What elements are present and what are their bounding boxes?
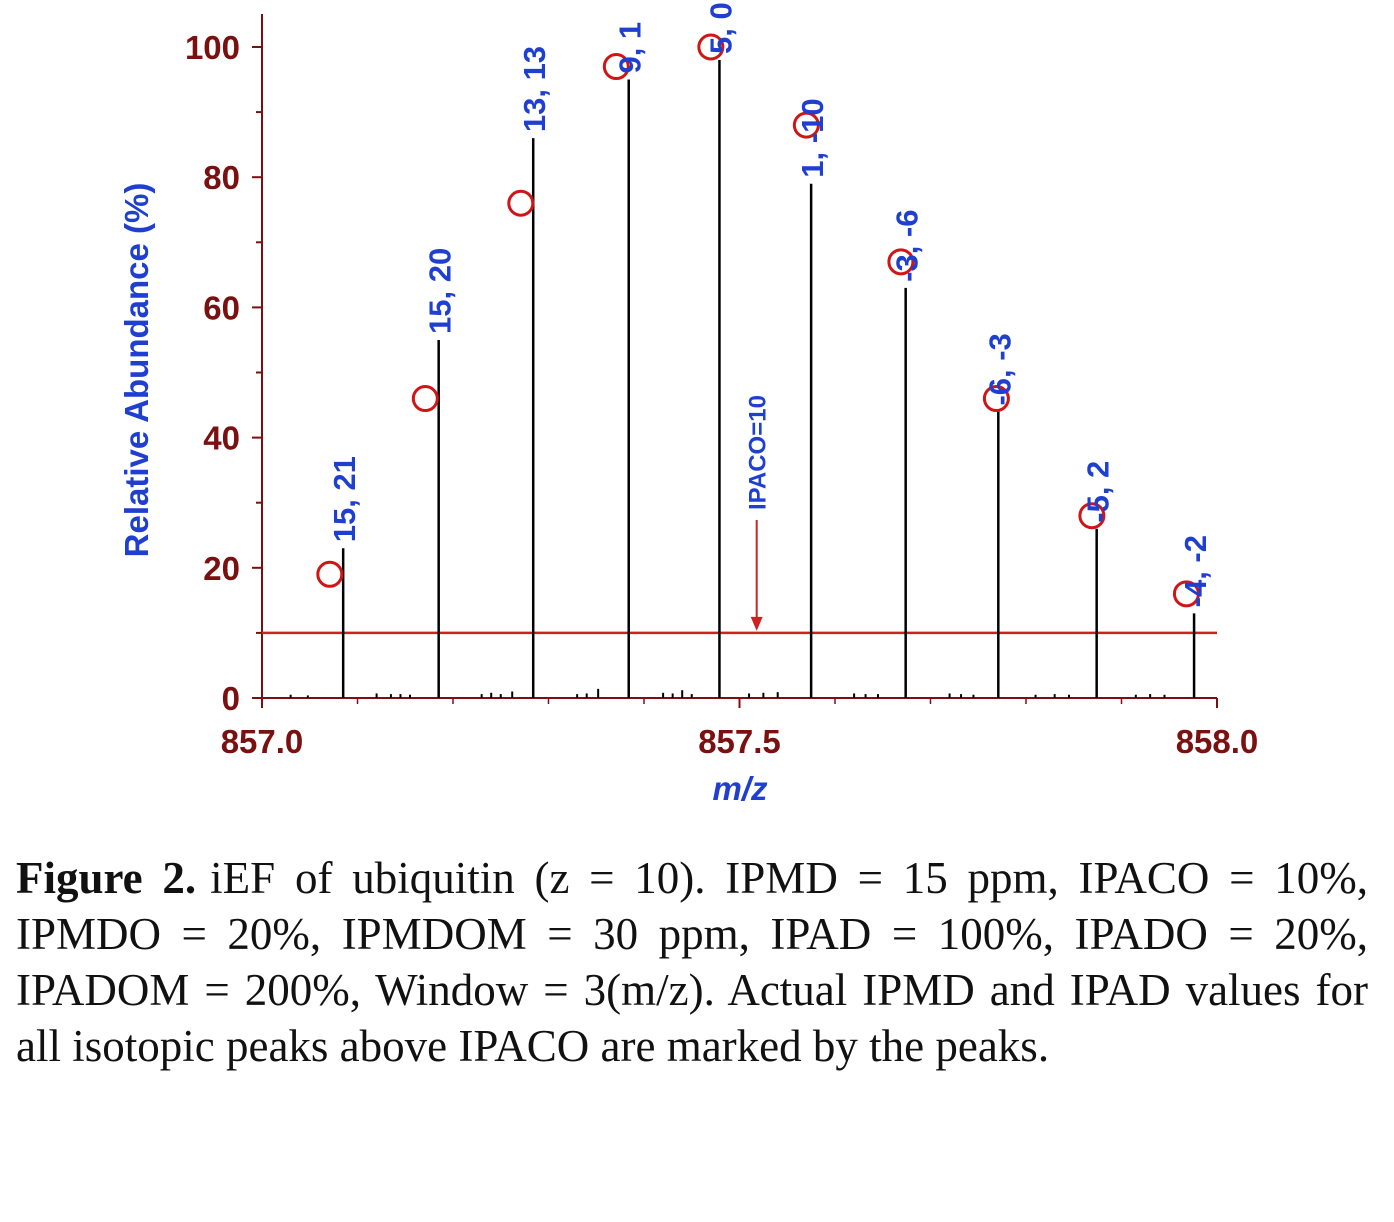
x-axis-label: m/z bbox=[712, 770, 768, 807]
theoretical-marker bbox=[602, 53, 630, 81]
peak-label: -6, -3 bbox=[982, 333, 1017, 405]
y-tick-label: 100 bbox=[185, 29, 240, 66]
figure-caption: Figure 2. iEF of ubiquitin (z = 10). IPMD… bbox=[16, 850, 1368, 1074]
peak-label: 13, 13 bbox=[517, 46, 552, 132]
chart-axes: 0 20 40 60 80 100 857.0 857.5 858.0 bbox=[185, 14, 1258, 760]
mass-spectrum-chart: 0 20 40 60 80 100 857.0 857.5 858.0 IPACO=10 15,… bbox=[118, 2, 1258, 807]
threshold-arrow-head bbox=[750, 616, 763, 631]
theoretical-marker bbox=[982, 385, 1010, 413]
peak-label: 15, 20 bbox=[423, 248, 458, 334]
peak-label: -5, 2 bbox=[1081, 461, 1116, 523]
x-tick-label: 857.0 bbox=[221, 723, 304, 760]
y-tick-label: 20 bbox=[203, 550, 240, 587]
y-tick-label: 40 bbox=[203, 420, 240, 457]
peak-label: 9, 1 bbox=[613, 22, 648, 74]
caption-label: Figure 2. bbox=[16, 853, 197, 903]
theoretical-markers bbox=[316, 33, 1200, 608]
ipaco-threshold: IPACO=10 bbox=[262, 395, 1217, 635]
peak-label: 5, 0 bbox=[703, 2, 738, 54]
theoretical-marker bbox=[507, 189, 535, 217]
theoretical-marker bbox=[1172, 580, 1200, 608]
peak-label: -4, -2 bbox=[1178, 535, 1213, 607]
peak-labels: 15, 21 15, 20 13, 13 9, 1 5, 0 1, -10 -3, -6 -6… bbox=[327, 2, 1213, 607]
caption-text: iEF of ubiquitin (z = 10). IPMD = 15 ppm… bbox=[16, 853, 1369, 1071]
theoretical-marker bbox=[316, 560, 344, 588]
theoretical-marker bbox=[887, 248, 915, 276]
x-tick-label: 857.5 bbox=[698, 723, 781, 760]
theoretical-marker bbox=[697, 33, 725, 61]
theoretical-marker bbox=[792, 111, 820, 139]
y-tick-label: 80 bbox=[203, 159, 240, 196]
y-axis-label: Relative Abundance (%) bbox=[118, 183, 155, 558]
theoretical-marker bbox=[1078, 502, 1106, 530]
y-tick-label: 60 bbox=[203, 289, 240, 326]
threshold-label: IPACO=10 bbox=[745, 395, 772, 510]
noise-sticks bbox=[289, 688, 1166, 698]
x-tick-label: 858.0 bbox=[1176, 723, 1259, 760]
peak-label: 1, -10 bbox=[795, 98, 830, 177]
peak-label: 15, 21 bbox=[327, 456, 362, 542]
isotopic-peaks bbox=[341, 60, 1196, 698]
theoretical-marker bbox=[411, 385, 439, 413]
peak-label: -3, -6 bbox=[890, 210, 925, 282]
y-tick-label: 0 bbox=[222, 680, 240, 717]
